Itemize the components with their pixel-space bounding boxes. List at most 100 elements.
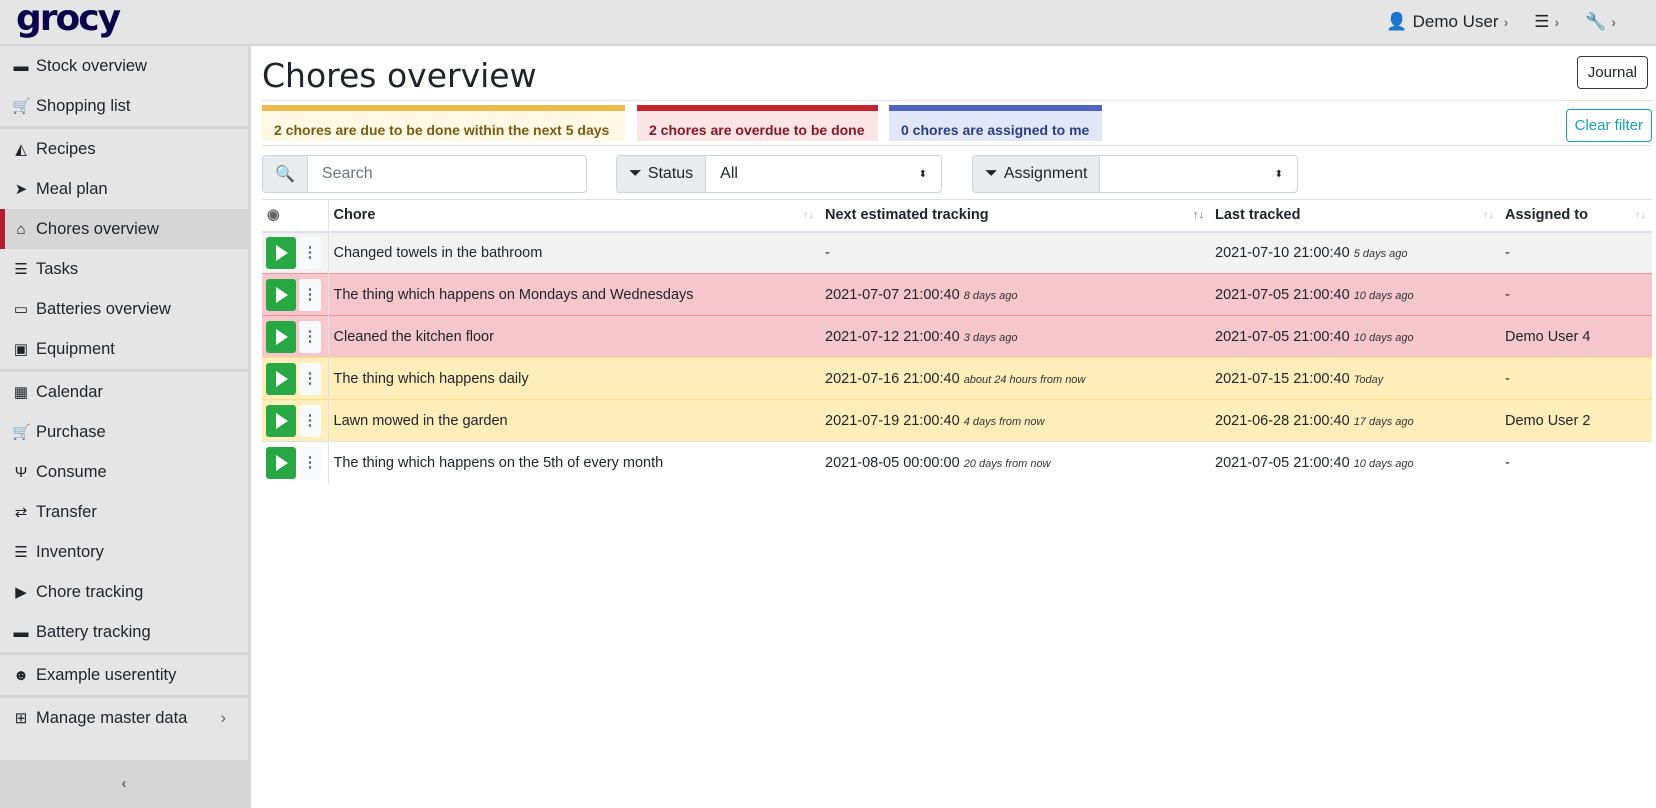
settings-menu[interactable]: ☰ › (1534, 12, 1559, 32)
paper-plane-icon: ➤ (14, 181, 28, 198)
sliders-icon: ☰ (1534, 12, 1550, 31)
chore-name[interactable]: Changed towels in the bathroom (328, 231, 820, 274)
header-assigned-to[interactable]: Assigned to ↑↓ (1500, 200, 1652, 232)
battery-icon: ▭ (13, 301, 29, 318)
page-title: Chores overview (262, 56, 537, 95)
more-actions-button[interactable]: ⋮ (299, 278, 321, 311)
sidebar-item-example-userentity[interactable]: ☻ Example userentity (0, 655, 248, 695)
more-actions-button[interactable]: ⋮ (299, 404, 321, 437)
track-chore-button[interactable] (266, 362, 296, 395)
last-tracked-date: 2021-07-10 21:00:40 (1215, 244, 1350, 261)
assigned-to-me-filter-alert[interactable]: 0 chores are assigned to me (889, 105, 1102, 141)
track-chore-button[interactable] (266, 446, 296, 479)
sidebar-item-label: Recipes (36, 139, 96, 158)
user-icon: 👤 (1386, 12, 1408, 31)
next-tracking-date: - (825, 244, 830, 261)
header-next-tracking[interactable]: Next estimated tracking ↑↓ (820, 200, 1210, 232)
tools-menu[interactable]: 🔧 › (1585, 12, 1616, 32)
sidebar-item-calendar[interactable]: ▦ Calendar (0, 372, 248, 412)
sidebar-divider (0, 126, 248, 129)
sidebar-item-transfer[interactable]: ⇄ Transfer (0, 492, 248, 532)
next-tracking-relative: about 24 hours from now (963, 373, 1086, 386)
next-tracking-date: 2021-08-05 00:00:00 (825, 454, 960, 471)
search-input[interactable]: Search (321, 165, 373, 182)
status-select[interactable]: All ⬍ (706, 156, 941, 192)
more-actions-button[interactable]: ⋮ (299, 236, 321, 269)
last-tracked-cell: 2021-07-05 21:00:40 10 days ago (1210, 273, 1500, 316)
header-label: Next estimated tracking (825, 207, 989, 224)
sidebar-item-shopping-list[interactable]: 🛒 Shopping list (0, 86, 248, 126)
sidebar-item-manage-master-data[interactable]: ⊞ Manage master data › (0, 698, 248, 738)
sidebar-item-meal-plan[interactable]: ➤ Meal plan (0, 169, 248, 209)
sidebar-item-stock-overview[interactable]: ▬ Stock overview (0, 46, 248, 86)
sidebar-item-equipment[interactable]: ▣ Equipment (0, 329, 248, 369)
due-soon-filter-alert[interactable]: 2 chores are due to be done within the n… (262, 105, 625, 141)
sort-icon: ↑↓ (1483, 209, 1494, 221)
next-tracking-cell: 2021-07-07 21:00:40 8 days ago (820, 273, 1210, 316)
assignment-filter-label: ⏷ Assignment (973, 156, 1101, 192)
more-actions-button[interactable]: ⋮ (299, 320, 321, 353)
next-tracking-cell: 2021-07-19 21:00:40 4 days from now (820, 399, 1210, 442)
more-actions-button[interactable]: ⋮ (299, 446, 321, 479)
chore-name[interactable]: The thing which happens on the 5th of ev… (328, 441, 820, 484)
track-chore-button[interactable] (266, 320, 296, 353)
sidebar-divider (0, 695, 248, 698)
sidebar-item-label: Tasks (36, 259, 79, 278)
assigned-to: - (1500, 273, 1652, 316)
chore-name[interactable]: Lawn mowed in the garden (328, 399, 820, 442)
select-arrows-icon: ⬍ (918, 168, 927, 180)
sidebar-collapse-button[interactable]: ‹ (0, 760, 248, 808)
track-chore-button[interactable] (266, 278, 296, 311)
next-tracking-date: 2021-07-12 21:00:40 (825, 328, 960, 345)
table-row: ⋮ Changed towels in the bathroom - 2021-… (262, 231, 1652, 274)
sidebar-item-purchase[interactable]: 🛒 Purchase (0, 412, 248, 452)
more-actions-button[interactable]: ⋮ (299, 362, 321, 395)
chore-name[interactable]: The thing which happens daily (328, 357, 820, 400)
last-tracked-relative: 10 days ago (1353, 457, 1414, 470)
journal-button[interactable]: Journal (1576, 56, 1648, 89)
car-battery-icon: ▬ (13, 623, 29, 641)
assigned-to: Demo User 4 (1500, 315, 1652, 358)
sidebar-item-inventory[interactable]: ☰ Inventory (0, 532, 248, 572)
header-chore[interactable]: Chore ↑↓ (328, 200, 820, 232)
sidebar-item-tasks[interactable]: ☰ Tasks (0, 249, 248, 289)
tasks-icon: ☰ (14, 261, 28, 278)
chevron-right-icon: › (1611, 14, 1616, 30)
chore-name[interactable]: The thing which happens on Mondays and W… (328, 273, 820, 316)
last-tracked-cell: 2021-07-05 21:00:40 10 days ago (1210, 441, 1500, 484)
track-chore-button[interactable] (266, 236, 296, 269)
user-menu[interactable]: 👤 Demo User › (1386, 12, 1508, 32)
row-actions: ⋮ (262, 357, 329, 400)
sidebar-item-label: Batteries overview (36, 299, 171, 318)
overdue-filter-alert[interactable]: 2 chores are overdue to be done (637, 105, 878, 141)
sidebar-item-chore-tracking[interactable]: ▶ Chore tracking (0, 572, 248, 612)
table-row: ⋮ Lawn mowed in the garden 2021-07-19 21… (262, 399, 1652, 442)
sidebar-divider (0, 652, 248, 655)
next-tracking-relative: 20 days from now (963, 457, 1051, 470)
chore-name[interactable]: Cleaned the kitchen floor (328, 315, 820, 358)
sidebar-item-consume[interactable]: Ψ Consume (0, 452, 248, 492)
grocy-logo[interactable]: grocy (16, 0, 121, 39)
sidebar: ▬ Stock overview 🛒 Shopping list ◭ Recipes ➤ Me… (0, 46, 251, 808)
sidebar-item-battery-tracking[interactable]: ▬ Battery tracking (0, 612, 248, 652)
sidebar-item-batteries-overview[interactable]: ▭ Batteries overview (0, 289, 248, 329)
column-visibility-toggle[interactable]: ◉ (262, 199, 329, 232)
assignment-select[interactable]: ⬍ (1100, 156, 1297, 192)
box-icon: ▬ (13, 57, 29, 75)
last-tracked-relative: 5 days ago (1353, 247, 1408, 260)
status-filter-group: ⏷ Status All ⬍ (616, 155, 942, 193)
pizza-icon: ◭ (15, 141, 27, 158)
clear-filter-button[interactable]: Clear filter (1565, 109, 1652, 142)
sidebar-item-label: Stock overview (36, 56, 147, 75)
sidebar-item-label: Calendar (36, 382, 103, 401)
track-chore-button[interactable] (266, 404, 296, 437)
sidebar-item-chores-overview[interactable]: ⌂ Chores overview (0, 209, 248, 249)
next-tracking-cell: 2021-08-05 00:00:00 20 days from now (820, 441, 1210, 484)
sidebar-item-recipes[interactable]: ◭ Recipes (0, 129, 248, 169)
cart-icon: 🛒 (12, 98, 31, 115)
assigned-to: - (1500, 441, 1652, 484)
last-tracked-date: 2021-07-05 21:00:40 (1215, 454, 1350, 471)
chevron-right-icon: › (220, 708, 227, 727)
header-last-tracked[interactable]: Last tracked ↑↓ (1210, 200, 1500, 232)
wrench-icon: 🔧 (1585, 12, 1607, 31)
